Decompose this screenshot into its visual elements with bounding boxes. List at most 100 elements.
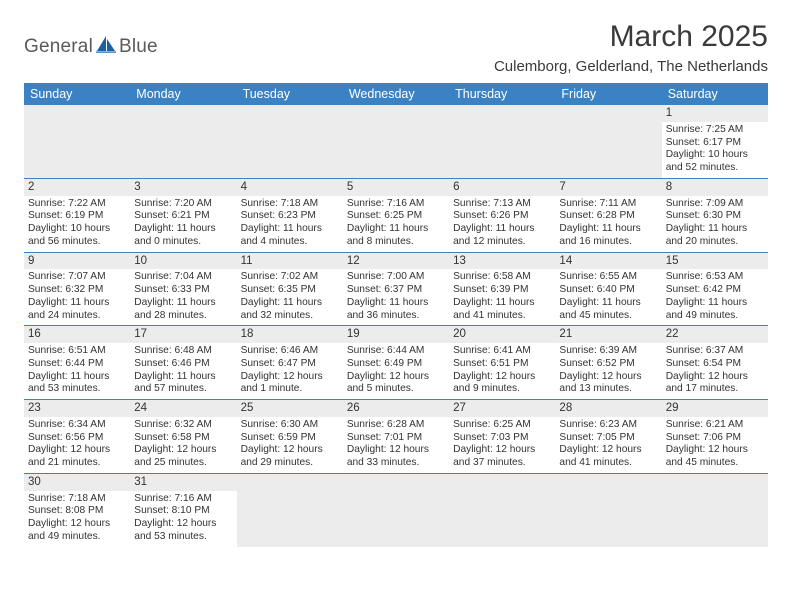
day-number-row: 6: [449, 179, 555, 196]
day-cell: 23Sunrise: 6:34 AMSunset: 6:56 PMDayligh…: [24, 400, 130, 473]
daylight2-text: and 45 minutes.: [559, 310, 657, 323]
day-number: 11: [241, 255, 253, 267]
day-number: 20: [453, 328, 466, 340]
day-number-row: 8: [662, 179, 768, 196]
sunrise-text: Sunrise: 7:16 AM: [347, 198, 445, 211]
day-cell: 11Sunrise: 7:02 AMSunset: 6:35 PMDayligh…: [237, 253, 343, 326]
daylight2-text: and 0 minutes.: [134, 236, 232, 249]
daylight1-text: Daylight: 12 hours: [453, 444, 551, 457]
day-number-row: 28: [555, 400, 661, 417]
day-number: 25: [241, 402, 254, 414]
daylight1-text: Daylight: 11 hours: [241, 223, 339, 236]
sunset-text: Sunset: 6:19 PM: [28, 210, 126, 223]
day-number-row: 1: [662, 105, 768, 122]
daylight1-text: Daylight: 12 hours: [559, 371, 657, 384]
daylight2-text: and 33 minutes.: [347, 457, 445, 470]
daylight1-text: Daylight: 11 hours: [347, 297, 445, 310]
empty-cell: [24, 105, 130, 178]
daylight2-text: and 52 minutes.: [666, 162, 764, 175]
daylight1-text: Daylight: 12 hours: [28, 444, 126, 457]
sunset-text: Sunset: 6:17 PM: [666, 137, 764, 150]
day-cell: 24Sunrise: 6:32 AMSunset: 6:58 PMDayligh…: [130, 400, 236, 473]
sunrise-text: Sunrise: 6:39 AM: [559, 345, 657, 358]
day-cell: 22Sunrise: 6:37 AMSunset: 6:54 PMDayligh…: [662, 326, 768, 399]
sunset-text: Sunset: 6:44 PM: [28, 358, 126, 371]
daylight2-text: and 13 minutes.: [559, 383, 657, 396]
day-number-row: 20: [449, 326, 555, 343]
daylight2-text: and 49 minutes.: [28, 531, 126, 544]
daylight1-text: Daylight: 11 hours: [666, 297, 764, 310]
day-number: 28: [559, 402, 572, 414]
daylight2-text: and 1 minute.: [241, 383, 339, 396]
daylight2-text: and 17 minutes.: [666, 383, 764, 396]
daylight1-text: Daylight: 11 hours: [134, 223, 232, 236]
sunset-text: Sunset: 6:33 PM: [134, 284, 232, 297]
empty-cell: [237, 474, 343, 547]
sunset-text: Sunset: 7:06 PM: [666, 432, 764, 445]
day-number-row: 9: [24, 253, 130, 270]
day-number: 17: [134, 328, 147, 340]
sunrise-text: Sunrise: 7:13 AM: [453, 198, 551, 211]
sunrise-text: Sunrise: 6:44 AM: [347, 345, 445, 358]
day-cell: 6Sunrise: 7:13 AMSunset: 6:26 PMDaylight…: [449, 179, 555, 252]
sunrise-text: Sunrise: 6:21 AM: [666, 419, 764, 432]
day-cell: 18 Sunrise: 6:46 AMSunset: 6:47 PMDayligh…: [237, 326, 343, 399]
day-cell: 3Sunrise: 7:20 AMSunset: 6:21 PMDaylight…: [130, 179, 236, 252]
day-number: 13: [453, 255, 466, 267]
day-cell: 25Sunrise: 6:30 AMSunset: 6:59 PMDayligh…: [237, 400, 343, 473]
day-header-sunday: Sunday: [24, 83, 130, 105]
day-number: 16: [28, 328, 41, 340]
daylight2-text: and 29 minutes.: [241, 457, 339, 470]
sunset-text: Sunset: 7:05 PM: [559, 432, 657, 445]
day-number: 27: [453, 402, 466, 414]
daylight2-text: and 53 minutes.: [134, 531, 232, 544]
day-header-row: SundayMondayTuesdayWednesdayThursdayFrid…: [24, 83, 768, 105]
sunrise-text: Sunrise: 6:51 AM: [28, 345, 126, 358]
sunrise-text: Sunrise: 6:48 AM: [134, 345, 232, 358]
sunrise-text: Sunrise: 7:18 AM: [28, 493, 126, 506]
sunset-text: Sunset: 6:35 PM: [241, 284, 339, 297]
sunrise-text: Sunrise: 6:23 AM: [559, 419, 657, 432]
daylight2-text: and 53 minutes.: [28, 383, 126, 396]
empty-cell: [343, 105, 449, 178]
sunset-text: Sunset: 6:47 PM: [241, 358, 339, 371]
daylight1-text: Daylight: 11 hours: [453, 223, 551, 236]
day-number-row: 17: [130, 326, 236, 343]
sunrise-text: Sunrise: 6:46 AM: [241, 345, 339, 358]
day-cell: 31Sunrise: 7:16 AMSunset: 8:10 PMDayligh…: [130, 474, 236, 547]
day-cell: 14Sunrise: 6:55 AMSunset: 6:40 PMDayligh…: [555, 253, 661, 326]
sunrise-text: Sunrise: 6:37 AM: [666, 345, 764, 358]
day-number: 19: [347, 328, 360, 340]
day-number: 14: [559, 255, 572, 267]
daylight1-text: Daylight: 12 hours: [241, 371, 339, 384]
day-number: 5: [347, 181, 353, 193]
daylight2-text: and 5 minutes.: [347, 383, 445, 396]
day-number: 6: [453, 181, 459, 193]
brand-name-part1: General: [24, 36, 93, 58]
sunrise-text: Sunrise: 7:22 AM: [28, 198, 126, 211]
sunset-text: Sunset: 6:32 PM: [28, 284, 126, 297]
day-cell: 30Sunrise: 7:18 AMSunset: 8:08 PMDayligh…: [24, 474, 130, 547]
day-cell: 21Sunrise: 6:39 AMSunset: 6:52 PMDayligh…: [555, 326, 661, 399]
empty-cell: [555, 474, 661, 547]
day-cell: 7Sunrise: 7:11 AMSunset: 6:28 PMDaylight…: [555, 179, 661, 252]
day-number-row: 23: [24, 400, 130, 417]
day-number-row: 25: [237, 400, 343, 417]
sunset-text: Sunset: 6:58 PM: [134, 432, 232, 445]
sunset-text: Sunset: 6:23 PM: [241, 210, 339, 223]
daylight1-text: Daylight: 12 hours: [666, 371, 764, 384]
page-title: March 2025: [494, 20, 768, 54]
daylight2-text: and 16 minutes.: [559, 236, 657, 249]
day-number-row: 4: [237, 179, 343, 196]
daylight2-text: and 32 minutes.: [241, 310, 339, 323]
day-cell: 2Sunrise: 7:22 AMSunset: 6:19 PMDaylight…: [24, 179, 130, 252]
day-number-row: 31: [130, 474, 236, 491]
day-number-row: 18: [237, 326, 343, 343]
day-cell: 26Sunrise: 6:28 AMSunset: 7:01 PMDayligh…: [343, 400, 449, 473]
daylight1-text: Daylight: 11 hours: [28, 297, 126, 310]
day-number-row: 15: [662, 253, 768, 270]
day-cell: 15Sunrise: 6:53 AMSunset: 6:42 PMDayligh…: [662, 253, 768, 326]
daylight2-text: and 4 minutes.: [241, 236, 339, 249]
sunset-text: Sunset: 6:39 PM: [453, 284, 551, 297]
week-row: 9Sunrise: 7:07 AMSunset: 6:32 PMDaylight…: [24, 253, 768, 327]
